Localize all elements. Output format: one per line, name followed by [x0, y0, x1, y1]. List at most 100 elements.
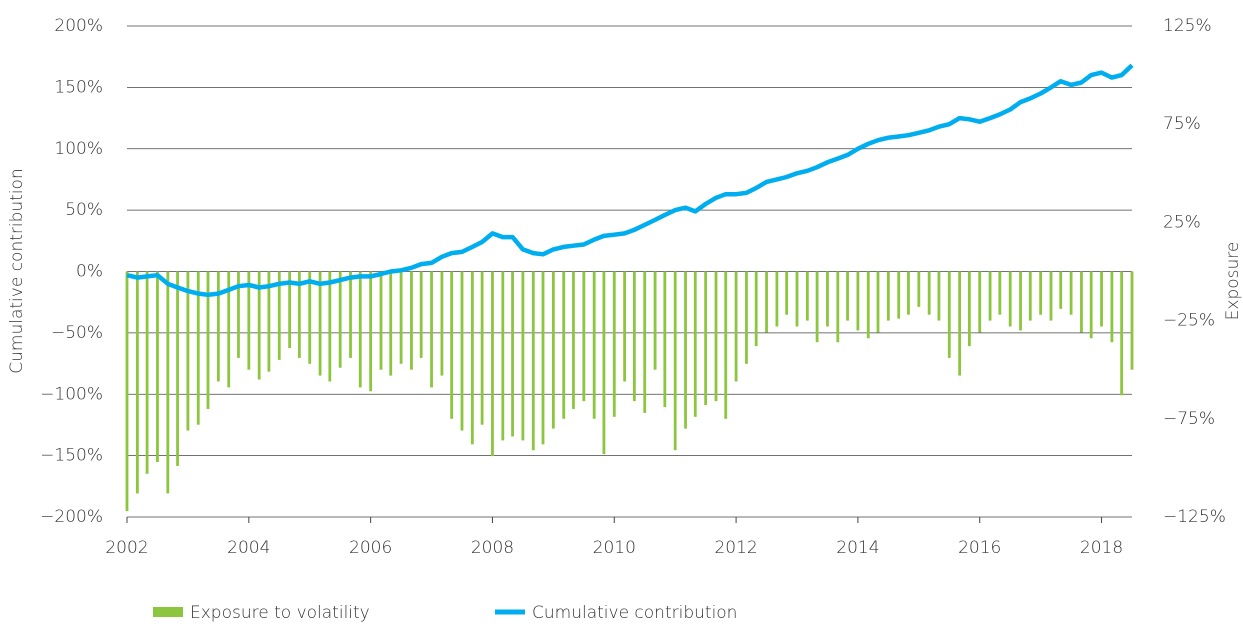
bar: [470, 271, 474, 445]
bar: [1028, 271, 1032, 321]
bar: [684, 271, 687, 429]
bar: [247, 271, 251, 370]
bar: [491, 271, 494, 457]
bar: [369, 271, 373, 392]
bar: [551, 271, 555, 429]
bar: [430, 271, 433, 388]
bar: [876, 271, 880, 333]
bar: [826, 271, 829, 327]
bar: [1019, 271, 1022, 331]
bar: [358, 271, 362, 388]
y-tick-label: −50%: [51, 323, 103, 343]
bar: [582, 271, 586, 402]
y2-tick-label: −25%: [1163, 311, 1215, 331]
legend-label: Exposure to volatility: [190, 603, 370, 623]
bar: [836, 271, 840, 343]
bar: [562, 271, 566, 419]
y-tick-label: −200%: [40, 507, 103, 527]
y-tick-label: −100%: [40, 384, 103, 404]
bar: [937, 271, 941, 321]
bar: [1110, 271, 1114, 343]
bar: [460, 271, 464, 431]
bar: [632, 271, 636, 402]
x-tick-label: 2002: [105, 538, 148, 558]
legend-label: Cumulative contribution: [532, 603, 737, 623]
bar: [176, 271, 179, 466]
legend-swatch: [153, 607, 183, 617]
bar: [267, 271, 271, 372]
bar: [623, 271, 627, 382]
bar: [805, 271, 809, 321]
line: [126, 63, 1134, 298]
x-tick-label: 2006: [349, 538, 392, 558]
bar: [237, 271, 240, 358]
y-tick-label: 0%: [76, 262, 103, 282]
bar: [399, 271, 403, 364]
bar: [450, 271, 454, 419]
bar: [724, 271, 728, 419]
bar: [318, 271, 322, 376]
x-tick-label: 2012: [714, 538, 757, 558]
bar: [978, 271, 982, 333]
bar: [1059, 271, 1063, 309]
bar: [886, 271, 890, 321]
bar: [1130, 271, 1134, 370]
bar: [501, 271, 505, 441]
bar: [135, 271, 139, 494]
bar: [745, 271, 748, 364]
bar: [1008, 271, 1012, 327]
bar: [511, 271, 514, 437]
bar: [521, 271, 525, 441]
bar: [693, 271, 697, 417]
bar: [714, 271, 718, 402]
bar: [958, 271, 962, 376]
bar: [795, 271, 799, 327]
bar: [754, 271, 758, 347]
bar: [572, 271, 575, 409]
bar: [227, 271, 231, 388]
bar: [704, 271, 708, 406]
bar: [308, 271, 312, 364]
y2-tick-label: 125%: [1163, 16, 1212, 36]
bar: [186, 271, 190, 431]
bar: [349, 271, 352, 358]
y-tick-label: 100%: [54, 139, 103, 159]
x-tick-label: 2018: [1080, 538, 1123, 558]
bar: [846, 271, 849, 321]
bar: [765, 271, 768, 333]
x-tick-label: 2004: [227, 538, 270, 558]
bar: [480, 271, 484, 425]
y2-tick-label: −75%: [1163, 409, 1215, 429]
bar: [1069, 271, 1073, 315]
bar: [785, 271, 789, 315]
bar: [947, 271, 951, 358]
y2-tick-label: 75%: [1163, 114, 1201, 134]
bar: [257, 271, 261, 380]
bar: [775, 271, 779, 327]
bar: [389, 271, 393, 376]
bar: [338, 271, 342, 368]
bar: [907, 271, 910, 315]
bar: [297, 271, 301, 358]
bar: [917, 271, 921, 307]
bar: [927, 271, 931, 315]
bar: [419, 271, 423, 358]
bar: [206, 271, 210, 409]
bar: [1100, 271, 1103, 327]
bar: [815, 271, 819, 343]
bar: [156, 271, 159, 463]
y2-axis-title: Exposure: [1223, 242, 1243, 321]
bar: [1049, 271, 1053, 321]
bar: [328, 271, 332, 382]
bar: [998, 271, 1002, 315]
bar: [856, 271, 860, 331]
bar: [440, 271, 444, 376]
bar: [1120, 271, 1124, 396]
bar: [653, 271, 657, 370]
bar: [663, 271, 667, 408]
bar: [612, 271, 616, 417]
y-tick-label: 150%: [54, 77, 103, 97]
bar: [734, 271, 738, 382]
bar: [145, 271, 149, 474]
